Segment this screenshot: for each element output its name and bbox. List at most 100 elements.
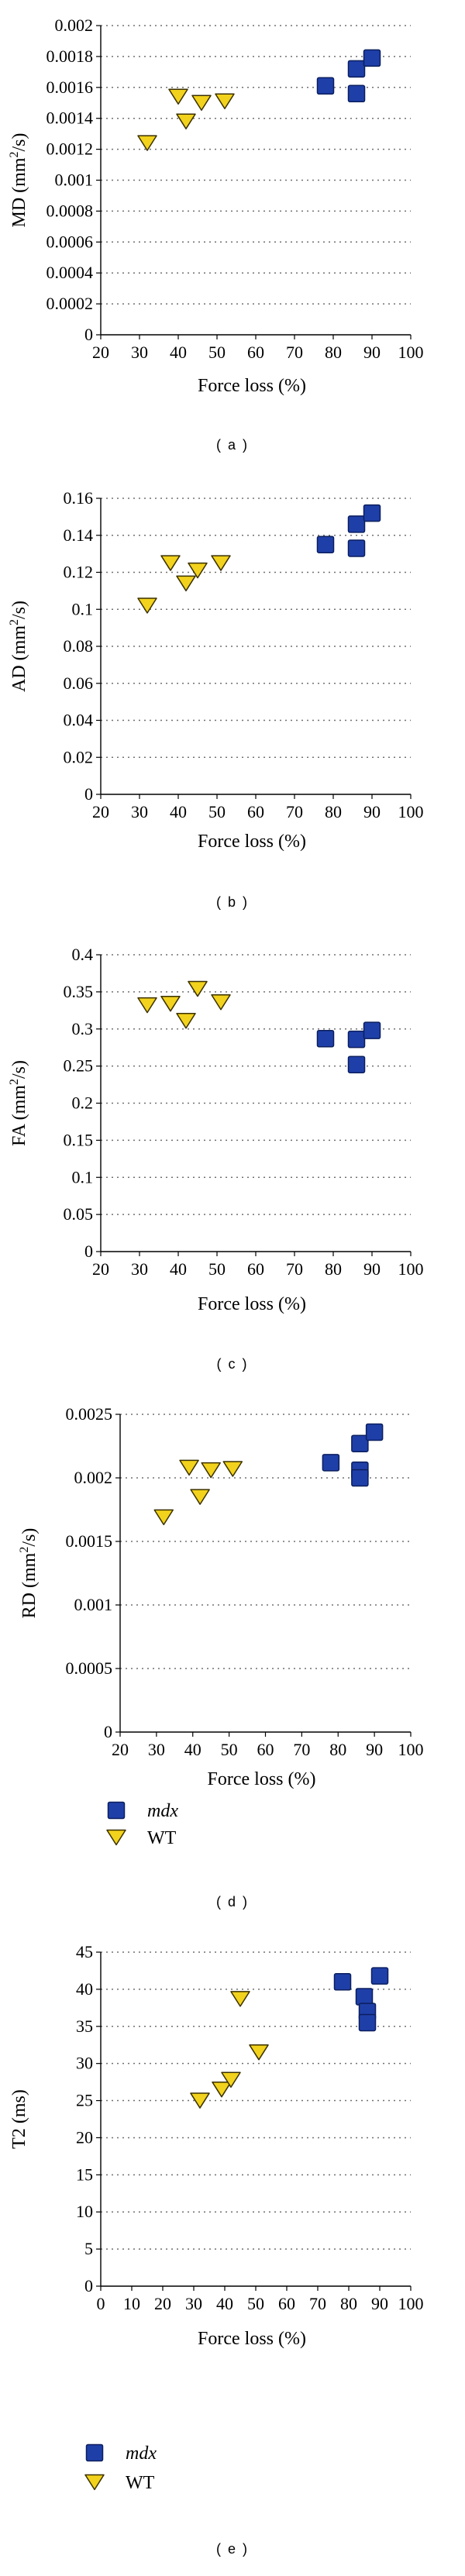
mdx-point-1: [351, 1434, 369, 1452]
y-tick-label: 0: [84, 784, 93, 804]
y-tick-label: 0.04: [64, 711, 94, 730]
x-tick-label: 80: [340, 2294, 357, 2313]
y-tick-label: 0.02: [64, 747, 94, 766]
panel-b: 0 0.02 0.04 0.06 0.08 0.1 0.12 0.14 0.16 20 30 40 50…: [8, 488, 424, 910]
wt-point-4: [249, 2044, 269, 2061]
x-tick-label: 50: [247, 2294, 264, 2313]
x-axis-title: Force loss (%): [198, 832, 306, 852]
x-tick-label: 20: [154, 2294, 171, 2313]
wt-point-4: [222, 1461, 243, 1477]
x-tick-label: 40: [216, 2294, 233, 2313]
y-tick-label: 0.0002: [46, 294, 94, 313]
legend-label-mdx: mdx: [147, 1801, 178, 1821]
y-tick-label: 0.0004: [46, 263, 94, 282]
y-tick-label: 0.06: [64, 673, 94, 693]
wt-point-4: [211, 994, 231, 1011]
x-tick-label: 70: [286, 1259, 303, 1279]
legend-label-wt: WT: [126, 2473, 155, 2493]
y-tick-label: 0.0015: [66, 1531, 113, 1551]
mdx-point-0: [316, 536, 335, 553]
x-tick-label: 90: [371, 2294, 388, 2313]
wt-point-2: [176, 575, 196, 592]
x-tick-label: 100: [398, 1259, 424, 1279]
x-tick-label: 60: [247, 343, 264, 362]
wt-point-1: [160, 555, 181, 571]
y-tick-label: 0.08: [64, 636, 94, 656]
y-tick-label: 0.25: [64, 1056, 94, 1076]
wt-point-1: [168, 88, 188, 105]
y-axis-title: T2 (ms): [9, 2089, 29, 2149]
wt-point-4: [215, 93, 235, 110]
x-tick-label: 30: [131, 343, 148, 362]
wt-point-3: [230, 1991, 250, 2007]
legend-wt-point-0: [106, 1829, 126, 1846]
y-tick-label: 0.1: [72, 599, 94, 618]
y-tick-label: 0.002: [55, 15, 94, 35]
x-axis-title: Force loss (%): [198, 2329, 306, 2349]
y-tick-label: 0.05: [64, 1204, 94, 1224]
wt-point-3: [188, 562, 208, 579]
legend: mdx WT: [106, 1801, 178, 1848]
x-tick-label: 80: [325, 802, 342, 821]
panel-e: 0 5 10 15 20 25 30 35 40 45 0 10 20 30 40 50 60 70 80 90 100…: [9, 1942, 424, 2557]
y-tick-label: 0.12: [64, 563, 94, 582]
y-tick-label: 0.0016: [46, 77, 94, 97]
x-tick-label: 60: [247, 802, 264, 821]
y-tick-label: 0: [84, 325, 93, 344]
mdx-point-3: [351, 1469, 369, 1487]
y-tick-label: 45: [76, 1942, 93, 1961]
y-tick-label: 0.15: [64, 1130, 94, 1149]
mdx-point-0: [333, 1973, 352, 1991]
wt-point-4: [211, 555, 231, 571]
panel-d: 0 0.0005 0.001 0.0015 0.002 0.0025 20 30 40 50 60 7…: [18, 1404, 424, 1910]
mdx-point-3: [363, 1021, 381, 1039]
panel-label: ( a ): [216, 437, 249, 453]
mdx-point-2: [347, 1056, 366, 1073]
y-tick-label: 0.0008: [46, 201, 94, 220]
y-tick-label: 30: [76, 2054, 93, 2073]
wt-point-1: [212, 2081, 232, 2098]
y-tick-label: 35: [76, 2016, 93, 2036]
y-tick-label: 0.0012: [46, 139, 94, 159]
x-tick-label: 30: [185, 2294, 202, 2313]
wt-point-3: [191, 95, 212, 111]
x-tick-label: 20: [92, 1259, 109, 1279]
legend-label-wt: WT: [147, 1828, 177, 1848]
mdx-point-4: [365, 1423, 384, 1441]
x-tick-label: 60: [278, 2294, 295, 2313]
y-tick-label: 10: [76, 2202, 93, 2221]
x-tick-label: 50: [208, 802, 226, 821]
x-tick-label: 80: [329, 1740, 346, 1759]
mdx-point-3: [358, 2013, 377, 2032]
panel-c: 0 0.05 0.1 0.15 0.2 0.25 0.3 0.35 0.4 20 30 40 50 60 7…: [8, 945, 424, 1372]
y-tick-label: 25: [76, 2091, 93, 2110]
y-tick-label: 0.35: [64, 982, 94, 1001]
y-tick-label: 0.1: [72, 1167, 94, 1186]
x-tick-label: 20: [112, 1740, 129, 1759]
x-tick-label: 10: [123, 2294, 140, 2313]
wt-point-0: [153, 1509, 174, 1526]
wt-point-2: [190, 1489, 210, 1505]
mdx-point-0: [316, 77, 335, 95]
x-tick-label: 100: [398, 1740, 424, 1759]
y-tick-label: 0.16: [64, 488, 94, 508]
x-tick-label: 70: [286, 802, 303, 821]
x-axis-title: Force loss (%): [198, 1294, 306, 1314]
y-tick-label: 0.0025: [66, 1404, 113, 1424]
x-tick-label: 80: [325, 343, 342, 362]
y-axis-title: RD (mm2/s): [18, 1528, 40, 1619]
y-tick-label: 0.0006: [46, 232, 94, 251]
wt-point-0: [137, 598, 157, 614]
y-tick-label: 0: [104, 1722, 112, 1741]
x-tick-label: 40: [170, 343, 187, 362]
x-tick-label: 50: [221, 1740, 238, 1759]
wt-point-2: [176, 113, 196, 129]
wt-point-0: [137, 135, 157, 151]
x-tick-label: 90: [363, 1259, 381, 1279]
x-tick-label: 40: [170, 1259, 187, 1279]
y-tick-label: 15: [76, 2164, 93, 2184]
legend-wt-point-0: [84, 2474, 105, 2491]
x-tick-label: 70: [286, 343, 303, 362]
y-tick-label: 0.3: [72, 1019, 94, 1038]
